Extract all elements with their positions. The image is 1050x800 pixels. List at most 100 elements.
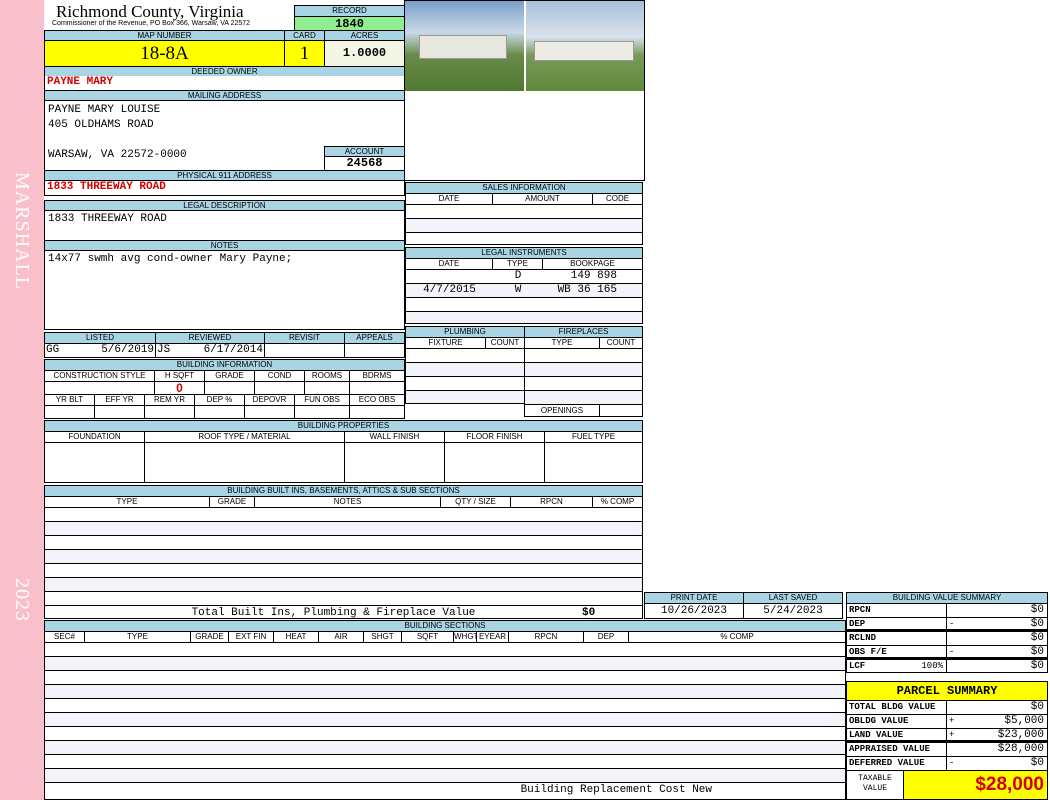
cell [305,382,350,394]
card-number: 1 [284,40,325,67]
instrument-bookpage: 149 898 [570,270,617,282]
summary-sign: - [949,619,955,629]
summary-label: DEP [849,619,866,629]
sections-label: BUILDING SECTIONS [404,621,486,630]
col-fuel-type: FUEL TYPE [571,432,616,441]
property-photo-2[interactable] [526,1,644,91]
summary-label: LAND VALUE [849,730,904,740]
summary-sign: + [949,730,955,740]
instrument-date: 4/7/2015 [423,284,476,296]
summary-value: $0 [1030,757,1044,769]
col-floor-finish: FLOOR FINISH [445,432,545,442]
instruments-label: LEGAL INSTRUMENTS [481,248,567,257]
col-grade: GRADE [205,371,255,381]
summary-sign [947,701,963,714]
col-notes: NOTES [255,497,441,507]
builtins-total-value: $0 [582,607,596,619]
col-date: DATE [406,259,493,269]
col-construction-style: CONSTRUCTION STYLE [45,371,155,381]
summary-row: OBLDG VALUE + $5,000 [847,715,1047,729]
col-reviewed: REVIEWED [156,333,265,343]
sidebar: MARSHALL 2023 [0,0,44,800]
cell [350,382,404,394]
plumbing-label: PLUMBING [444,327,486,336]
notes-text: 14x77 swmh avg cond-owner Mary Payne; [44,250,405,330]
acres-value: 1.0000 [324,40,405,67]
col-code: CODE [605,194,630,203]
record-value: 1840 [294,16,405,31]
mailing-line2: 405 OLDHAMS ROAD [48,119,154,131]
instrument-type: D [514,270,522,282]
properties-label: BUILDING PROPERTIES [297,421,390,430]
cell [95,406,145,418]
summary-sign [947,660,963,672]
builtins-total-label: Total Built Ins, Plumbing & Fireplace Va… [191,607,476,619]
col-qty-size: QTY / SIZE [441,497,511,507]
col--comp: % COMP [600,497,635,506]
cell [345,443,445,482]
map-number: 18-8A [44,40,285,67]
cell [205,382,255,394]
summary-value: $0 [1030,646,1044,658]
summary-row: TOTAL BLDG VALUE $0 [847,701,1047,715]
cell [245,406,295,418]
col-fun-obs: FUN OBS [295,395,350,405]
print-date-label: PRINT DATE [645,593,744,603]
instrument-row[interactable]: D 149 898 [406,270,642,284]
plumbing-table: PLUMBING FIXTURE COUNT [405,326,525,404]
cell [45,406,95,418]
col-cond: COND [255,371,305,381]
owner-name: PAYNE MARY [44,76,405,91]
col-rpcn: RPCN [511,497,593,507]
county-title: Richmond County, Virginia [56,2,244,21]
summary-row: RPCN $0 [847,604,1047,618]
col-type: TYPE [45,497,210,507]
col-rem-yr: REM YR [145,395,195,405]
summary-row: DEP - $0 [847,618,1047,632]
summary-row: RCLND $0 [847,632,1047,646]
col-type: TYPE [493,259,543,269]
review-table: LISTED REVIEWED REVISIT APPEALS GG 5/6/20… [44,332,405,358]
summary-label: TOTAL BLDG VALUE [849,702,936,712]
cell [295,406,350,418]
openings-label: OPENINGS [525,405,600,416]
summary-label: RCLND [849,633,877,643]
builtins-table: BUILDING BUILT INS, BASEMENTS, ATTICS & … [44,485,643,619]
col-rpcn: RPCN [509,632,584,642]
cell [45,382,155,394]
summary-value: $0 [1030,660,1044,672]
col-dep-: DEP % [195,395,245,405]
instrument-row[interactable]: 4/7/2015 W WB 36 165 [406,284,642,298]
col-grade: GRADE [210,497,255,507]
col-heat: HEAT [274,632,319,642]
listed-by: GG [46,344,60,356]
col-eyear: EYEAR [477,632,509,642]
lcf-percent: 100% [921,661,943,671]
col-whgt: WHGT [454,632,477,642]
cell [545,443,642,482]
summary-value: $23,000 [997,729,1044,741]
building-value-summary: BUILDING VALUE SUMMARY RPCN $0 DEP - $0 RCLND… [846,592,1048,673]
cell [195,406,245,418]
summary-sign [947,604,963,617]
reviewed-by: JS [157,344,171,356]
summary-label: RPCN [849,605,871,615]
col-eco-obs: ECO OBS [358,395,396,404]
parcel-summary-label: PARCEL SUMMARY [847,682,1047,701]
parcel-summary: PARCEL SUMMARY TOTAL BLDG VALUE $0 OBLDG V… [846,681,1048,800]
sales-label: SALES INFORMATION [482,183,566,192]
building-info-label: BUILDING INFORMATION [176,360,273,369]
reviewed-date: 6/17/2014 [203,344,263,356]
summary-sign: - [949,647,955,657]
property-photo-1[interactable] [405,1,524,91]
col-sec-: SEC# [45,632,85,642]
taxable-label: TAXABLE VALUE [847,771,904,799]
summary-row: OBS F/E - $0 [847,646,1047,660]
col-roof-type-material: ROOF TYPE / MATERIAL [145,432,345,442]
print-date: 10/26/2023 [645,604,744,618]
col-grade: GRADE [191,632,229,642]
summary-row: DEFERRED VALUE - $0 [847,757,1047,771]
summary-row: LAND VALUE + $23,000 [847,729,1047,743]
summary-sign: + [949,716,955,726]
sales-table: SALES INFORMATION DATE AMOUNT CODE [405,182,643,245]
